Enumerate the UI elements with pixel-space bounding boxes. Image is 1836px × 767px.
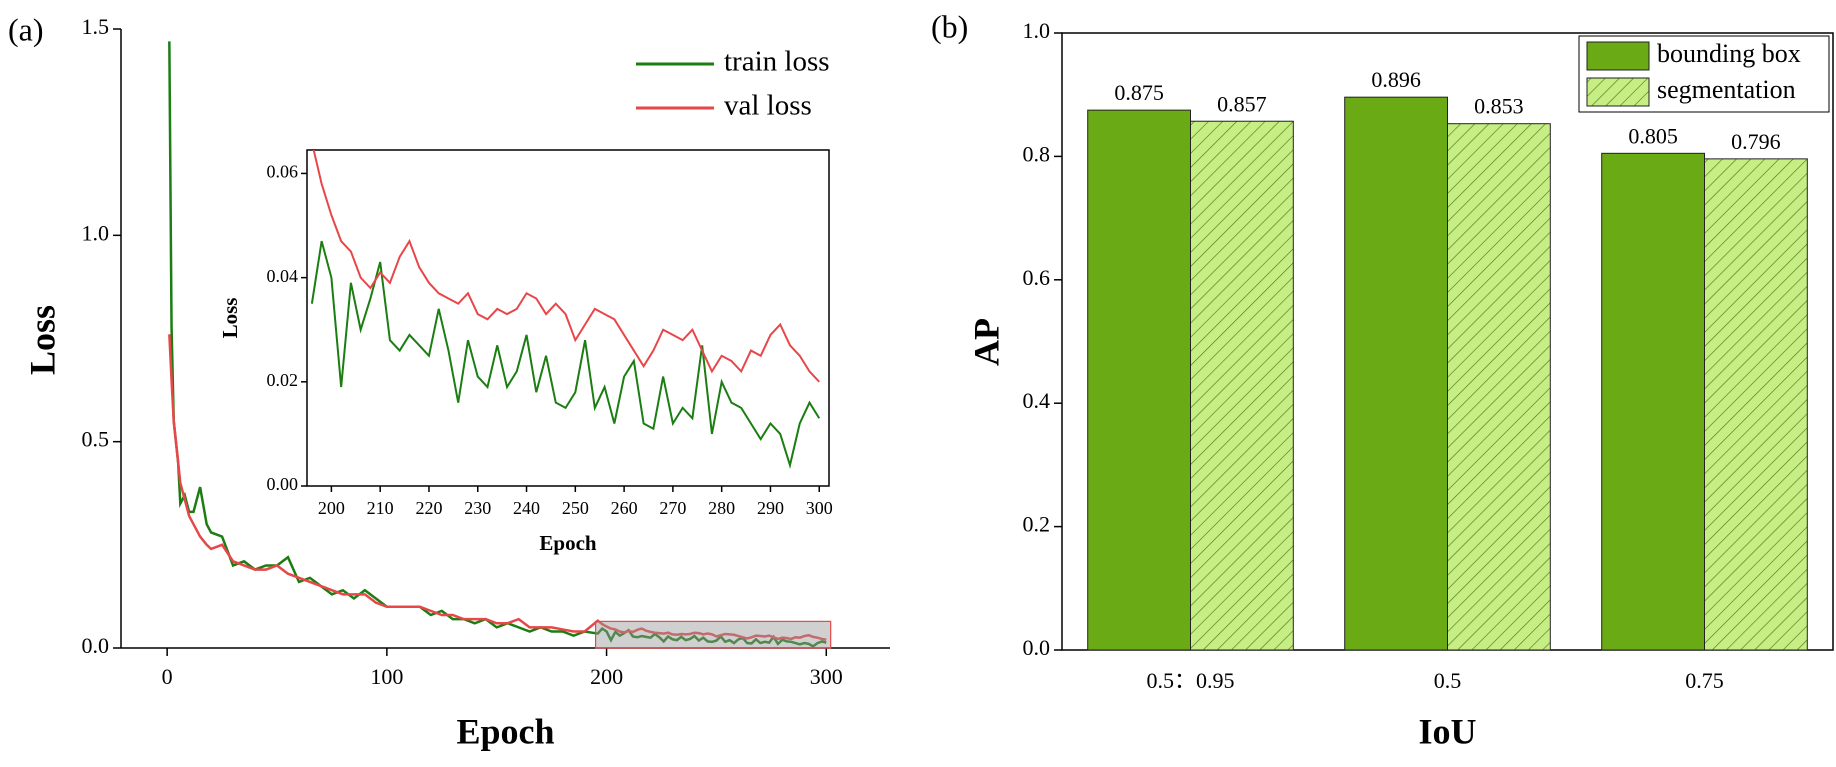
- x-axis-title: Epoch: [456, 711, 554, 751]
- y-tick-label: 0.0: [82, 633, 110, 658]
- y-tick-label: 0.6: [1023, 265, 1051, 290]
- bar-value-label: 0.875: [1114, 80, 1164, 105]
- y-tick-label: 0.5: [82, 427, 110, 452]
- panel-label: (b): [931, 8, 968, 44]
- y-tick-label: 1.0: [1023, 18, 1051, 43]
- bar: [1190, 120, 1294, 651]
- y-tick-label: 0.0: [1023, 635, 1051, 660]
- x-tick-label: 290: [757, 498, 784, 518]
- x-tick-label: 260: [611, 498, 638, 518]
- y-tick-label: 0.06: [267, 162, 299, 182]
- y-tick-label: 0.00: [267, 474, 299, 494]
- x-tick-label: 0.75: [1685, 668, 1724, 693]
- series-line: [310, 240, 821, 469]
- series-line: [312, 150, 820, 383]
- bar: [1087, 109, 1191, 651]
- legend-swatch: [1586, 41, 1650, 71]
- bar: [1601, 152, 1705, 651]
- x-tick-label: 200: [590, 664, 623, 689]
- x-tick-label: 0: [162, 664, 173, 689]
- bar: [1704, 158, 1808, 651]
- x-tick-label: 300: [810, 664, 843, 689]
- y-tick-label: 0.02: [267, 370, 299, 390]
- series-line: [168, 334, 827, 641]
- bar-value-label: 0.796: [1731, 129, 1781, 154]
- bar: [1447, 123, 1551, 651]
- bar-value-label: 0.853: [1474, 94, 1524, 119]
- x-tick-label: 0.5: [1434, 668, 1462, 693]
- legend-label: bounding box: [1657, 39, 1801, 68]
- y-axis-title: AP: [966, 318, 1006, 366]
- x-tick-label: 240: [513, 498, 540, 518]
- bar-value-label: 0.857: [1217, 91, 1267, 116]
- inset-y-title: Loss: [218, 298, 242, 339]
- x-tick-label: 250: [562, 498, 589, 518]
- y-tick-label: 1.5: [82, 14, 110, 39]
- bar-value-label: 0.805: [1628, 123, 1678, 148]
- legend-label: train loss: [724, 46, 830, 78]
- panel-label: (a): [8, 11, 44, 47]
- x-tick-label: 280: [708, 498, 735, 518]
- y-tick-label: 0.2: [1023, 512, 1051, 537]
- x-tick-label: 300: [806, 498, 833, 518]
- y-tick-label: 0.4: [1023, 388, 1051, 413]
- y-axis-title: Loss: [22, 305, 62, 375]
- bar: [1344, 96, 1448, 651]
- y-tick-label: 0.8: [1023, 141, 1051, 166]
- legend-swatch: [1586, 77, 1650, 107]
- x-tick-label: 200: [318, 498, 345, 518]
- x-tick-label: 210: [367, 498, 394, 518]
- x-tick-label: 220: [415, 498, 442, 518]
- x-tick-label: 0.5：0.95: [1146, 668, 1234, 693]
- x-axis-title: IoU: [1418, 711, 1476, 751]
- x-tick-label: 270: [659, 498, 686, 518]
- inset-x-title: Epoch: [539, 531, 597, 555]
- y-tick-label: 0.04: [267, 266, 299, 286]
- x-tick-label: 230: [464, 498, 491, 518]
- x-tick-label: 100: [370, 664, 403, 689]
- legend-label: segmentation: [1657, 75, 1796, 104]
- bar-value-label: 0.896: [1371, 67, 1421, 92]
- zoom-region: [594, 620, 832, 649]
- legend-label: val loss: [724, 90, 812, 122]
- y-tick-label: 1.0: [82, 220, 110, 245]
- series-line: [168, 41, 827, 648]
